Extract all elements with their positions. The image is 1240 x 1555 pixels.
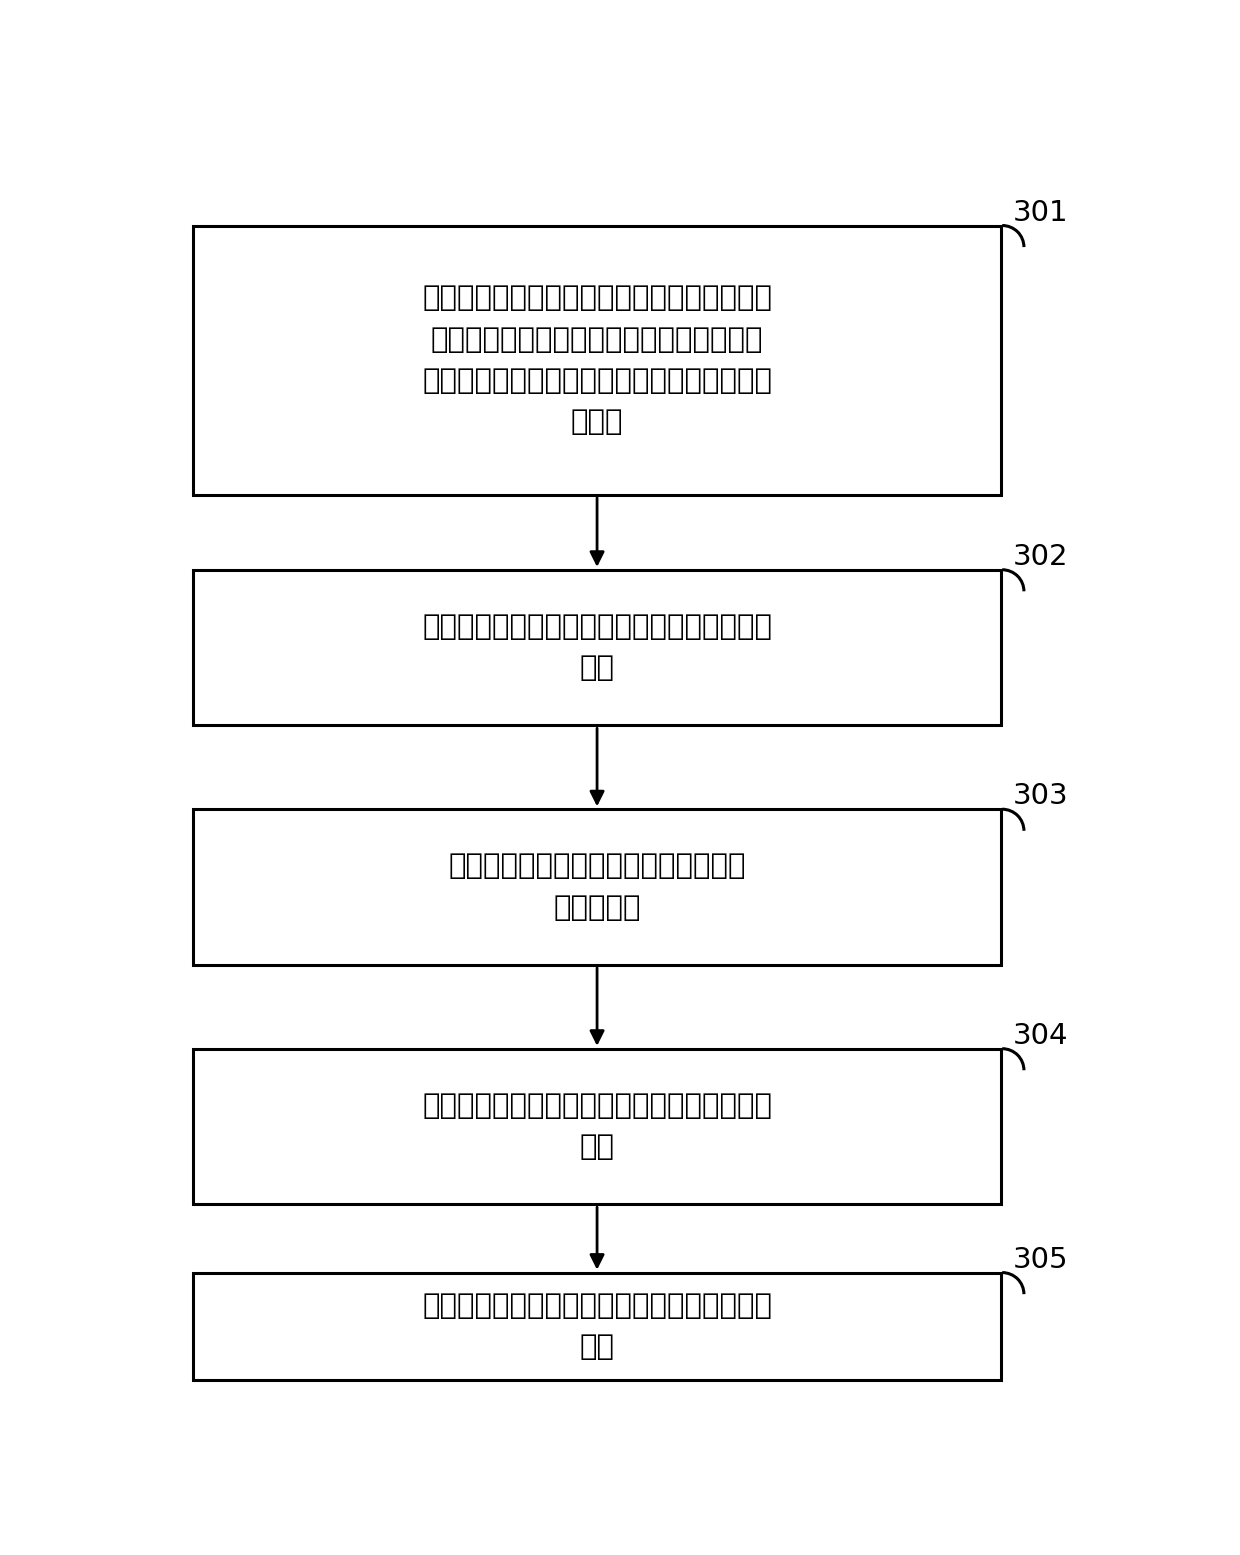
Bar	[193, 809, 1001, 964]
Text: 304: 304	[1013, 1022, 1069, 1050]
Text: 根据第一指数段的二进制码，确定第一指数段
的值: 根据第一指数段的二进制码，确定第一指数段 的值	[422, 1092, 773, 1162]
Bar	[193, 1272, 1001, 1381]
Bar	[193, 569, 1001, 725]
Text: 对第一浮点数进行分析，确定第一浮点数中第
一符号段的二进制码、第一组织段的二进制
码、第一指数段的二进制码和第一尾数段的二
进制码: 对第一浮点数进行分析，确定第一浮点数中第 一符号段的二进制码、第一组织段的二进制…	[422, 285, 773, 435]
Text: 302: 302	[1013, 543, 1069, 571]
Bar	[193, 225, 1001, 494]
Text: 根据第一组织段的二进制码，确定第一
组织段的值: 根据第一组织段的二进制码，确定第一 组织段的值	[449, 852, 745, 922]
Text: 根据第一符号段的二进制码，确定第一符号段
的值: 根据第一符号段的二进制码，确定第一符号段 的值	[422, 613, 773, 683]
Text: 303: 303	[1013, 782, 1069, 810]
Text: 根据第一尾数段的二进制码，确定第一尾数段
的值: 根据第一尾数段的二进制码，确定第一尾数段 的值	[422, 1292, 773, 1361]
Text: 301: 301	[1013, 199, 1069, 227]
Bar	[193, 1048, 1001, 1204]
Text: 305: 305	[1013, 1246, 1069, 1274]
